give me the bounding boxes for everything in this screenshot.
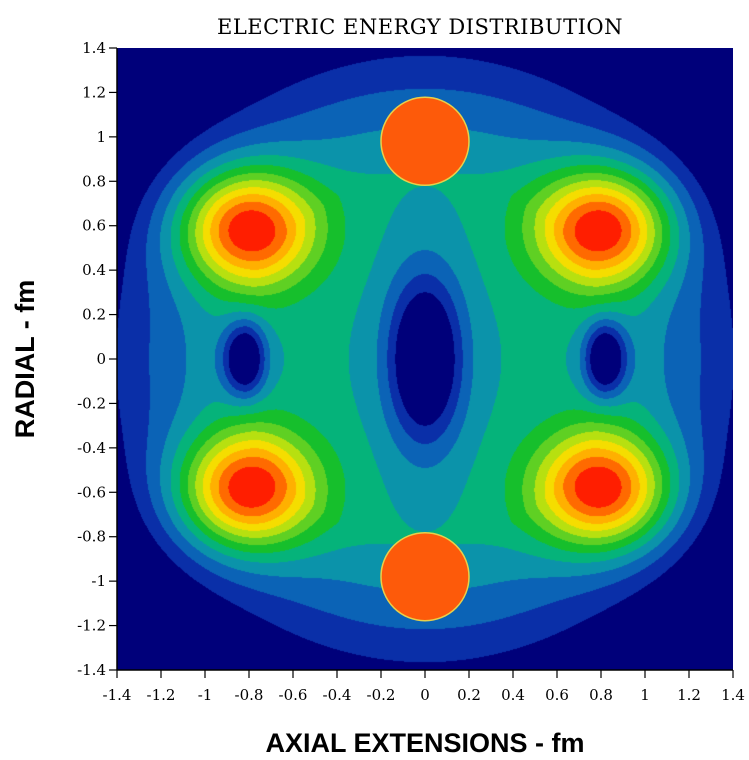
y-tick-label: 0.4 (82, 261, 106, 279)
x-axis-ticks: -1.4 -1.2 -1 -0.8 -0.6 -0.4 -0.2 0 0.2 0.4 0.6 0.8 1… (103, 670, 745, 704)
x-tick-label: 0.8 (589, 686, 613, 704)
y-tick-label: -0.2 (77, 394, 106, 412)
x-tick-label: 0.6 (545, 686, 569, 704)
y-tick-label: 1.2 (82, 83, 106, 101)
x-tick-label: 0 (420, 686, 430, 704)
y-tick-label: 1.4 (82, 39, 106, 57)
x-tick-label: 0.4 (501, 686, 525, 704)
x-axis-label: AXIAL EXTENSIONS - fm (265, 728, 584, 758)
x-tick-label: -0.8 (235, 686, 264, 704)
x-tick-label: -1.4 (103, 686, 132, 704)
charges-layer (380, 96, 470, 622)
y-tick-label: 0.6 (82, 217, 106, 235)
x-tick-label: -0.6 (279, 686, 308, 704)
x-tick-label: -0.4 (323, 686, 352, 704)
y-tick-label: -0.8 (77, 528, 106, 546)
y-tick-label: -0.4 (77, 439, 106, 457)
y-tick-label: 0.2 (82, 306, 106, 324)
x-tick-label: -1 (198, 686, 213, 704)
y-tick-label: 1 (96, 128, 106, 146)
y-tick-label: -1.4 (77, 661, 106, 679)
x-tick-label: -1.2 (147, 686, 176, 704)
plot-area (117, 48, 733, 670)
chart-title: ELECTRIC ENERGY DISTRIBUTION (217, 15, 623, 39)
y-tick-label: -0.6 (77, 483, 106, 501)
y-tick-label: 0.8 (82, 172, 106, 190)
x-tick-label: 0.2 (457, 686, 481, 704)
y-tick-label: -1.2 (77, 617, 106, 635)
x-tick-label: 1 (640, 686, 650, 704)
charge-disc (380, 531, 470, 622)
x-tick-label: 1.2 (677, 686, 701, 704)
x-tick-label: 1.4 (721, 686, 745, 704)
charge-disc (380, 96, 470, 187)
y-tick-label: -1 (91, 572, 106, 590)
y-axis-ticks: 1.4 1.2 1 0.8 0.6 0.4 0.2 0 -0.2 -0.4 -0.6 -0.8 -1 -1… (77, 39, 117, 679)
y-axis-label: RADIAL - fm (10, 280, 40, 439)
y-tick-label: 0 (96, 350, 106, 368)
x-tick-label: -0.2 (367, 686, 396, 704)
